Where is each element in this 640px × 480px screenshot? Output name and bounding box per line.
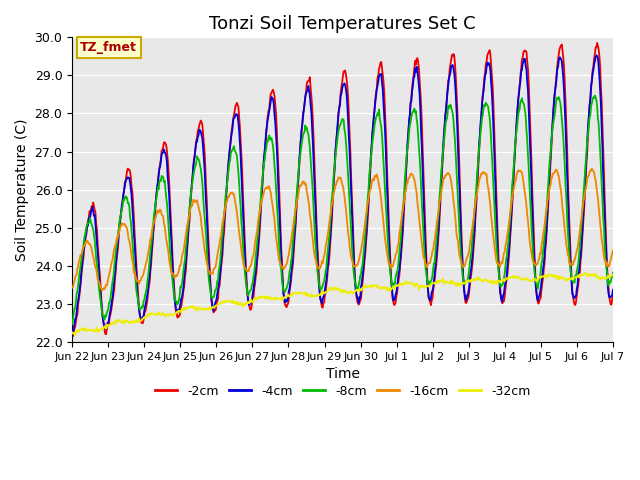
Text: TZ_fmet: TZ_fmet — [80, 41, 137, 54]
Legend: -2cm, -4cm, -8cm, -16cm, -32cm: -2cm, -4cm, -8cm, -16cm, -32cm — [150, 380, 536, 403]
X-axis label: Time: Time — [326, 367, 360, 381]
Y-axis label: Soil Temperature (C): Soil Temperature (C) — [15, 119, 29, 261]
Title: Tonzi Soil Temperatures Set C: Tonzi Soil Temperatures Set C — [209, 15, 476, 33]
